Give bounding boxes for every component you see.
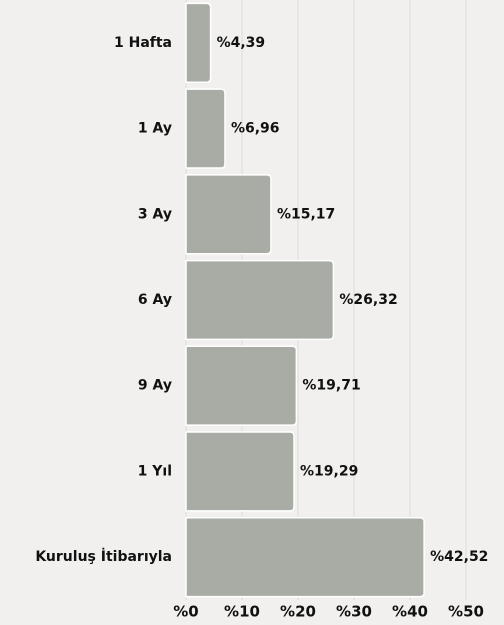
- bar: [185, 88, 226, 169]
- value-label: %19,71: [302, 378, 360, 394]
- y-tick-label: 1 Hafta: [114, 35, 172, 51]
- bar: [185, 431, 295, 512]
- bar: [185, 2, 212, 84]
- value-label: %19,29: [300, 463, 358, 479]
- x-tick-label: %20: [280, 603, 316, 621]
- y-tick-label: Kuruluş İtibarıyla: [35, 548, 172, 565]
- bar: [185, 174, 272, 255]
- value-label: %6,96: [231, 121, 280, 137]
- y-tick-label: 9 Ay: [138, 378, 172, 394]
- x-tick-label: %50: [448, 603, 484, 621]
- y-tick-label: 1 Ay: [138, 121, 172, 137]
- y-tick-label: 3 Ay: [138, 206, 172, 222]
- value-label: %15,17: [277, 206, 335, 222]
- bar: [185, 345, 298, 426]
- x-tick-label: %0: [173, 603, 198, 621]
- x-tick-label: %30: [336, 603, 372, 621]
- bar: [185, 259, 335, 341]
- value-label: %26,32: [339, 292, 397, 308]
- value-label: %42,52: [430, 549, 488, 565]
- x-tick-label: %10: [224, 603, 260, 621]
- y-tick-label: 6 Ay: [138, 292, 172, 308]
- bar: [185, 516, 425, 598]
- value-label: %4,39: [217, 35, 266, 51]
- x-tick-label: %40: [392, 603, 428, 621]
- y-tick-label: 1 Yıl: [138, 463, 172, 479]
